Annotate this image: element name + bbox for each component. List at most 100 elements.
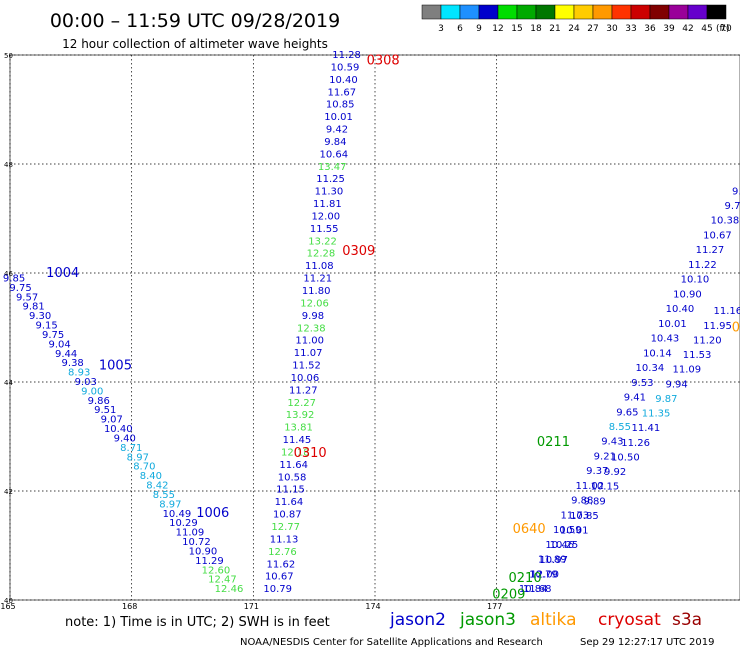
wave-height-value: 10.87: [273, 510, 302, 521]
legend-s3a: s3a: [672, 610, 702, 630]
wave-height-value: 8.42: [146, 481, 168, 492]
chart-subtitle: 12 hour collection of altimeter wave hei…: [62, 37, 328, 51]
wave-height-value: 9.81: [22, 302, 44, 313]
wave-height-value: 10.38: [711, 216, 740, 227]
wave-height-value: 8.97: [127, 452, 149, 463]
wave-height-value: 9.21: [594, 451, 616, 462]
pass-label: 0310: [294, 446, 327, 461]
wave-height-value: 10.40: [329, 75, 358, 86]
wave-height-value: 12.76: [268, 547, 297, 558]
wave-height-value: 8.97: [159, 499, 181, 510]
wave-height-value: 11.89: [538, 555, 567, 566]
wave-height-value: 13.81: [284, 423, 313, 434]
wave-height-value: 11.25: [316, 174, 345, 185]
wave-height-value: 9.92: [604, 467, 626, 478]
wave-height-value: 11.13: [270, 534, 299, 545]
wave-height-value: 10.25: [550, 540, 579, 551]
wave-height-value: 8.93: [68, 368, 90, 379]
chart-title: 00:00 – 11:59 UTC 09/28/2019: [50, 10, 340, 32]
wave-height-value: 12.47: [208, 575, 237, 586]
axis-ticks: 165 168 171 174 177 40 42 44 46 48 50: [0, 52, 502, 611]
wave-height-value: 11.67: [327, 87, 356, 98]
wave-height-value: 10.85: [326, 100, 355, 111]
scale-swatch: [668, 4, 689, 20]
scale-swatch: [706, 4, 727, 20]
wave-height-value: 11.02: [575, 481, 604, 492]
wave-height-value: 13.22: [308, 236, 337, 247]
scale-swatch: [592, 4, 613, 20]
wave-height-value: 9.15: [35, 321, 57, 332]
wave-height-value: 11.27: [289, 385, 318, 396]
wave-height-value: 10.59: [553, 525, 582, 536]
wave-height-value: 9.7: [725, 201, 740, 212]
wave-height-value: 12.38: [297, 323, 326, 334]
wave-height-value: 9.37: [586, 466, 608, 477]
wave-height-value: 10.01: [560, 526, 589, 537]
scale-tick-label: 36: [644, 24, 656, 34]
wave-height-value: 11.09: [176, 528, 205, 539]
wave-height-value: 11.45: [283, 435, 312, 446]
x-tick-label: 171: [244, 602, 259, 611]
wave-height-value: 9.86: [88, 396, 110, 407]
scale-swatch: [687, 4, 708, 20]
wave-height-value: 11.52: [292, 361, 321, 372]
wave-height-value: 11.64: [279, 460, 308, 471]
y-tick-label: 46: [4, 270, 13, 278]
wave-height-value: 9.87: [655, 394, 677, 405]
wave-height-value: 10.15: [591, 482, 620, 493]
scale-swatch: [554, 4, 575, 20]
scale-tick-label: 3: [438, 24, 444, 34]
wave-height-value: 10.01: [658, 319, 687, 330]
wave-height-value: 11.68: [523, 584, 552, 595]
wave-height-value: 8.55: [609, 422, 631, 433]
pass-label: 0308: [367, 53, 400, 68]
y-tick-label: 42: [4, 488, 13, 496]
wave-height-value: 9.40: [114, 433, 136, 444]
wave-height-value: 9.57: [16, 292, 38, 303]
wave-height-value: 11.15: [276, 485, 305, 496]
wave-height-value: 9.75: [42, 330, 64, 341]
wave-height-value: 9.89: [584, 496, 606, 507]
wave-height-value: 12.06: [300, 298, 329, 309]
scale-swatch: [516, 4, 537, 20]
wave-height-value: 11.07: [294, 348, 323, 359]
legend-jason2: jason2: [389, 610, 446, 630]
scale-tick-label: 9: [476, 24, 482, 34]
pass-label: 06: [732, 321, 740, 336]
wave-height-value: 11.00: [295, 336, 324, 347]
wave-height-value: 10.59: [331, 62, 360, 73]
y-tick-label: 40: [4, 597, 13, 605]
wave-height-value: 8.55: [153, 490, 175, 501]
wave-height-value: 11.27: [696, 245, 725, 256]
scale-tick-label: 24: [568, 24, 580, 34]
wave-height-value: 9.94: [665, 379, 687, 390]
scale-tick-label: 39: [663, 24, 675, 34]
x-tick-label: 165: [0, 602, 15, 611]
wave-height-value: 11.29: [195, 556, 224, 567]
wave-height-value: 10.90: [673, 289, 702, 300]
wave-height-value: 12.60: [202, 565, 231, 576]
pass-label: 0309: [342, 244, 375, 259]
scale-tick-label: 30: [606, 24, 618, 34]
timestamp: Sep 29 12:27:17 UTC 2019: [580, 637, 714, 648]
scale-tick-label: 18: [530, 24, 542, 34]
wave-height-value: 11.28: [332, 50, 361, 61]
y-tick-label: 50: [4, 52, 13, 60]
scale-swatch: [421, 4, 442, 20]
pass-label: 1005: [99, 359, 132, 374]
footnote: note: 1) Time is in UTC; 2) SWH is in fe…: [65, 615, 330, 630]
wave-height-value: 10.64: [319, 149, 348, 160]
wave-height-value: 10.79: [263, 584, 292, 595]
wave-height-value: 10.46: [545, 540, 574, 551]
wave-height-value: 9.42: [326, 125, 348, 136]
pass-label: 0211: [537, 435, 570, 450]
wave-height-value: 9.88: [571, 496, 593, 507]
wave-height-value: 11.16: [714, 306, 740, 317]
wave-height-value: 10.49: [163, 509, 192, 520]
wave-height-value: 9.41: [624, 393, 646, 404]
scale-swatch: [459, 4, 480, 20]
wave-height-value: 11.81: [313, 199, 342, 210]
wave-height-value: 9.8: [732, 186, 740, 197]
wave-height-value: 12.46: [215, 584, 244, 595]
wave-height-value: 9.98: [302, 311, 324, 322]
